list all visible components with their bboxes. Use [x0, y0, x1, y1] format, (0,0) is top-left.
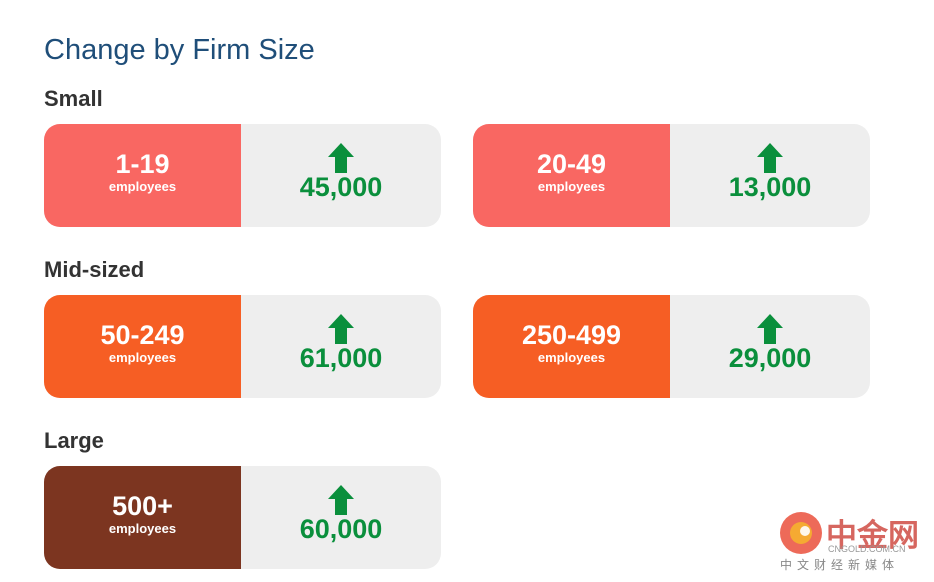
change-value: 29,000 — [728, 343, 812, 373]
size-range: 20-49 — [536, 149, 607, 179]
size-band: 50-249 employees — [44, 295, 241, 398]
group-label: Small — [44, 86, 103, 111]
change-value: 60,000 — [299, 514, 383, 544]
page-title: Change by Firm Size — [44, 34, 315, 66]
up-arrow-shape — [328, 143, 354, 173]
size-unit: employees — [537, 179, 606, 194]
up-arrow — [328, 485, 354, 515]
size-unit: employees — [108, 521, 177, 536]
watermark: 中金网 CNGOLD.COM.CN 中文财经新媒体 — [776, 508, 926, 578]
firm-size-card: 1-19 employees 45,000 — [44, 124, 441, 227]
size-range: 1-19 — [115, 149, 170, 179]
size-unit: employees — [108, 179, 177, 194]
watermark-domain: CNGOLD.COM.CN — [828, 544, 906, 554]
change-panel: 13,000 — [670, 124, 870, 227]
firm-size-card: 50-249 employees 61,000 — [44, 295, 441, 398]
up-arrow — [328, 314, 354, 344]
size-band: 1-19 employees — [44, 124, 241, 227]
change-panel: 29,000 — [670, 295, 870, 398]
change-value: 45,000 — [299, 172, 383, 202]
up-arrow-shape — [757, 314, 783, 344]
watermark-brand: 中金网 — [826, 518, 919, 554]
group-label: Mid-sized — [44, 257, 145, 282]
size-range: 250-499 — [521, 320, 622, 350]
firm-size-card: 250-499 employees 29,000 — [473, 295, 870, 398]
change-panel: 60,000 — [241, 466, 441, 569]
firm-size-card: 20-49 employees 13,000 — [473, 124, 870, 227]
group-label: Large — [44, 428, 104, 453]
size-band: 250-499 employees — [473, 295, 670, 398]
size-range: 500+ — [112, 491, 173, 521]
firm-size-card: 500+ employees 60,000 — [44, 466, 441, 569]
change-value: 13,000 — [728, 172, 812, 202]
up-arrow — [757, 314, 783, 344]
size-range: 50-249 — [100, 320, 185, 350]
change-panel: 61,000 — [241, 295, 441, 398]
change-panel: 45,000 — [241, 124, 441, 227]
size-band: 20-49 employees — [473, 124, 670, 227]
watermark-logo — [780, 512, 822, 554]
size-unit: employees — [537, 350, 606, 365]
size-unit: employees — [108, 350, 177, 365]
change-value: 61,000 — [299, 343, 383, 373]
up-arrow — [757, 143, 783, 173]
up-arrow — [328, 143, 354, 173]
up-arrow-shape — [328, 485, 354, 515]
size-band: 500+ employees — [44, 466, 241, 569]
up-arrow-shape — [757, 143, 783, 173]
up-arrow-shape — [328, 314, 354, 344]
watermark-tagline: 中文财经新媒体 — [780, 558, 900, 572]
